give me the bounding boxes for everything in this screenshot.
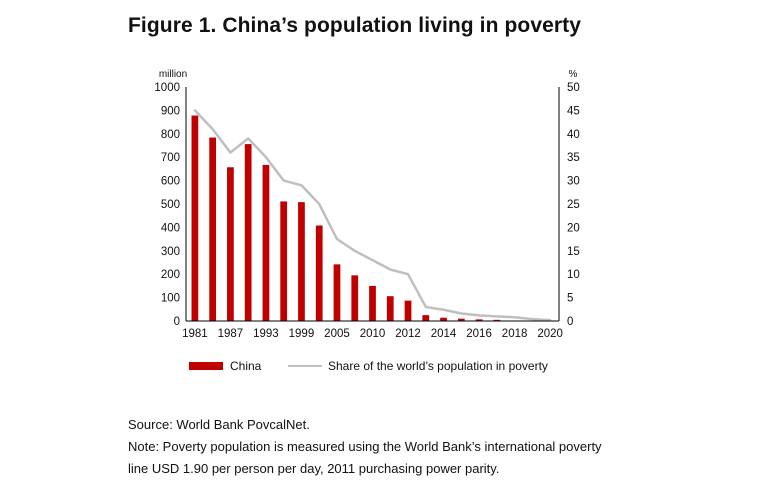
legend-share-label: Share of the world’s population in pover… [328, 359, 548, 373]
china-bars [191, 115, 536, 321]
china-bar [369, 285, 376, 321]
china-bar [315, 225, 323, 321]
x-tick-label: 2012 [395, 328, 421, 340]
source-line: Source: World Bank PovcalNet. [128, 417, 310, 432]
china-bar [475, 319, 483, 321]
y-left-tick-label: 200 [161, 269, 180, 281]
legend-china-label: China [230, 359, 262, 373]
x-tick-label: 2016 [466, 328, 492, 340]
y-left-tick-labels: 0 100 200 300 400 500 600 700 800 900 1000 [154, 82, 180, 328]
y-right-tick-label: 25 [567, 199, 580, 211]
china-bar [333, 264, 341, 321]
y-right-tick-label: 40 [567, 129, 580, 141]
y-right-tick-label: 50 [567, 82, 580, 94]
x-tick-label: 2005 [324, 328, 350, 340]
note-line-2: line USD 1.90 per person per day, 2011 p… [128, 461, 500, 476]
y-right-tick-label: 30 [567, 176, 580, 188]
china-bar [386, 296, 394, 321]
china-bar [493, 319, 501, 321]
china-bar [227, 167, 234, 321]
poverty-chart: million % 010020030040050060070080090010… [154, 69, 580, 373]
legend-bar-swatch [189, 362, 223, 370]
china-bar [209, 137, 217, 321]
y-left-tick-label: 800 [161, 129, 180, 141]
china-bar [440, 317, 447, 321]
y-left-tick-label: 1000 [154, 82, 180, 94]
y-left-tick-label: 900 [161, 105, 180, 117]
x-tick-label: 2020 [537, 328, 563, 340]
y-left-tick-label: 400 [161, 222, 180, 234]
china-bar [244, 144, 252, 321]
source-notes: Source: World Bank PovcalNet. Note: Pove… [128, 414, 688, 480]
legend: China Share of the world’s population in… [189, 359, 548, 373]
china-bar [457, 318, 465, 321]
y-right-unit-label: % [569, 69, 578, 80]
y-left-tick-label: 600 [161, 176, 180, 188]
y-right-tick-label: 0 [567, 316, 573, 328]
y-right-tick-label: 20 [567, 222, 580, 234]
world-share-line [193, 109, 552, 322]
x-tick-label: 1999 [289, 328, 315, 340]
china-bar [280, 201, 288, 321]
china-bar [422, 315, 430, 321]
x-tick-labels: 1981 1987 1993 1999 2005 2010 2012 2014 2016 2018… [182, 328, 563, 340]
china-bar [404, 300, 412, 321]
y-left-tick-label: 700 [161, 152, 180, 164]
china-bar [351, 275, 359, 321]
x-tick-label: 2010 [360, 328, 386, 340]
x-tick-label: 2018 [502, 328, 528, 340]
y-left-tick-label: 100 [161, 293, 180, 305]
china-bar [262, 164, 270, 321]
x-tick-label: 1987 [218, 328, 244, 340]
figure-title: Figure 1. China’s population living in p… [128, 14, 582, 37]
y-right-tick-label: 35 [567, 152, 580, 164]
y-left-unit-label: million [159, 69, 187, 80]
china-bar [191, 115, 199, 321]
note-line-1: Note: Poverty population is measured usi… [128, 439, 602, 454]
y-left-tick-label: 500 [161, 199, 180, 211]
y-left-tick-label: 300 [161, 246, 180, 258]
y-right-tick-label: 15 [567, 246, 580, 258]
y-right-tick-label: 10 [567, 269, 580, 281]
x-tick-label: 1981 [182, 328, 208, 340]
x-tick-label: 2014 [431, 328, 457, 340]
y-right-tick-labels: 0 5 10 15 20 25 30 35 40 45 50 [567, 82, 580, 328]
y-right-tick-label: 45 [567, 105, 580, 117]
y-right-tick-label: 5 [567, 293, 573, 305]
x-tick-label: 1993 [253, 328, 279, 340]
china-bar [298, 202, 305, 321]
y-left-tick-label: 0 [174, 316, 180, 328]
